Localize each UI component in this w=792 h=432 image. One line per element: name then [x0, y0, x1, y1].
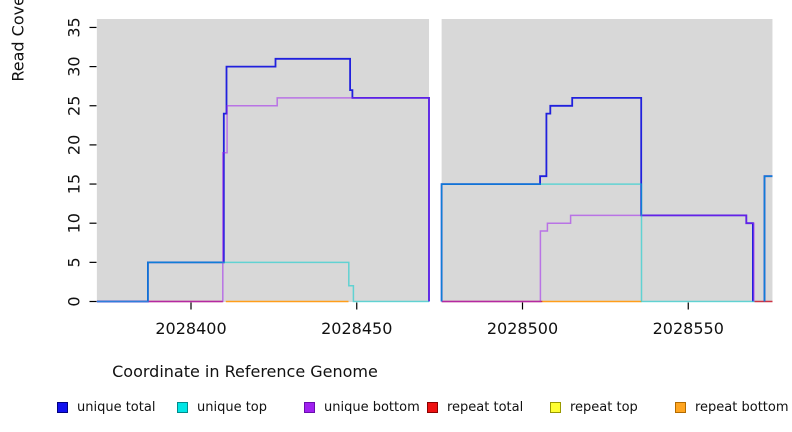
legend-swatch-icon	[427, 401, 438, 413]
plot-panel-1	[96, 19, 430, 302]
legend-label: unique top	[197, 399, 268, 415]
legend-label: repeat total	[447, 399, 524, 415]
legend-item-unique-bottom: unique bottom	[304, 399, 420, 415]
legend-item-unique-total: unique total	[57, 399, 155, 415]
plot-panel-2	[441, 19, 773, 302]
legend-label: unique total	[77, 399, 156, 415]
legend-item-repeat-bottom: repeat bottom	[675, 399, 789, 415]
legend-swatch-icon	[550, 401, 561, 413]
series-line-unique-top	[96, 261, 429, 303]
x-axis-title-text: Coordinate in Reference Genome	[112, 362, 378, 381]
legend-swatch-icon	[675, 401, 686, 413]
y-tick-label: 15	[65, 174, 84, 194]
series-line-unique-top	[763, 175, 773, 302]
y-tick-label: 20	[65, 135, 84, 155]
legend-swatch-icon	[304, 401, 315, 413]
x-tick-label: 2028400	[155, 319, 226, 338]
series-line-unique-bottom	[441, 214, 755, 303]
legend-swatch-icon	[57, 401, 68, 413]
y-axis-title-text: Read Coverage Depth	[9, 0, 28, 82]
x-tick-label: 2028500	[487, 319, 558, 338]
legend-label: repeat top	[570, 399, 638, 415]
y-tick-label: 30	[65, 56, 84, 76]
x-tick-label: 2028450	[321, 319, 392, 338]
x-tick-label: 2028550	[653, 319, 724, 338]
legend-item-repeat-top: repeat top	[550, 399, 638, 415]
legend-swatch-icon	[177, 401, 188, 413]
y-tick-label: 35	[65, 17, 84, 37]
y-tick-label: 25	[65, 96, 84, 116]
legend-label: unique bottom	[324, 399, 420, 415]
x-axis-title: Coordinate in Reference Genome	[0, 362, 792, 381]
series-line-unique-bottom	[96, 97, 430, 303]
y-axis-title: Read Coverage Depth	[9, 0, 28, 82]
series-line-unique-top	[440, 183, 755, 303]
y-tick-label: 5	[65, 257, 84, 267]
y-tick-label: 0	[65, 296, 84, 306]
y-tick-label: 10	[65, 213, 84, 233]
legend-item-unique-top: unique top	[177, 399, 267, 415]
chart-legend: unique total unique top unique bottom repea…	[0, 399, 792, 419]
legend-item-repeat-total: repeat total	[427, 399, 523, 415]
legend-label: repeat bottom	[695, 399, 789, 415]
